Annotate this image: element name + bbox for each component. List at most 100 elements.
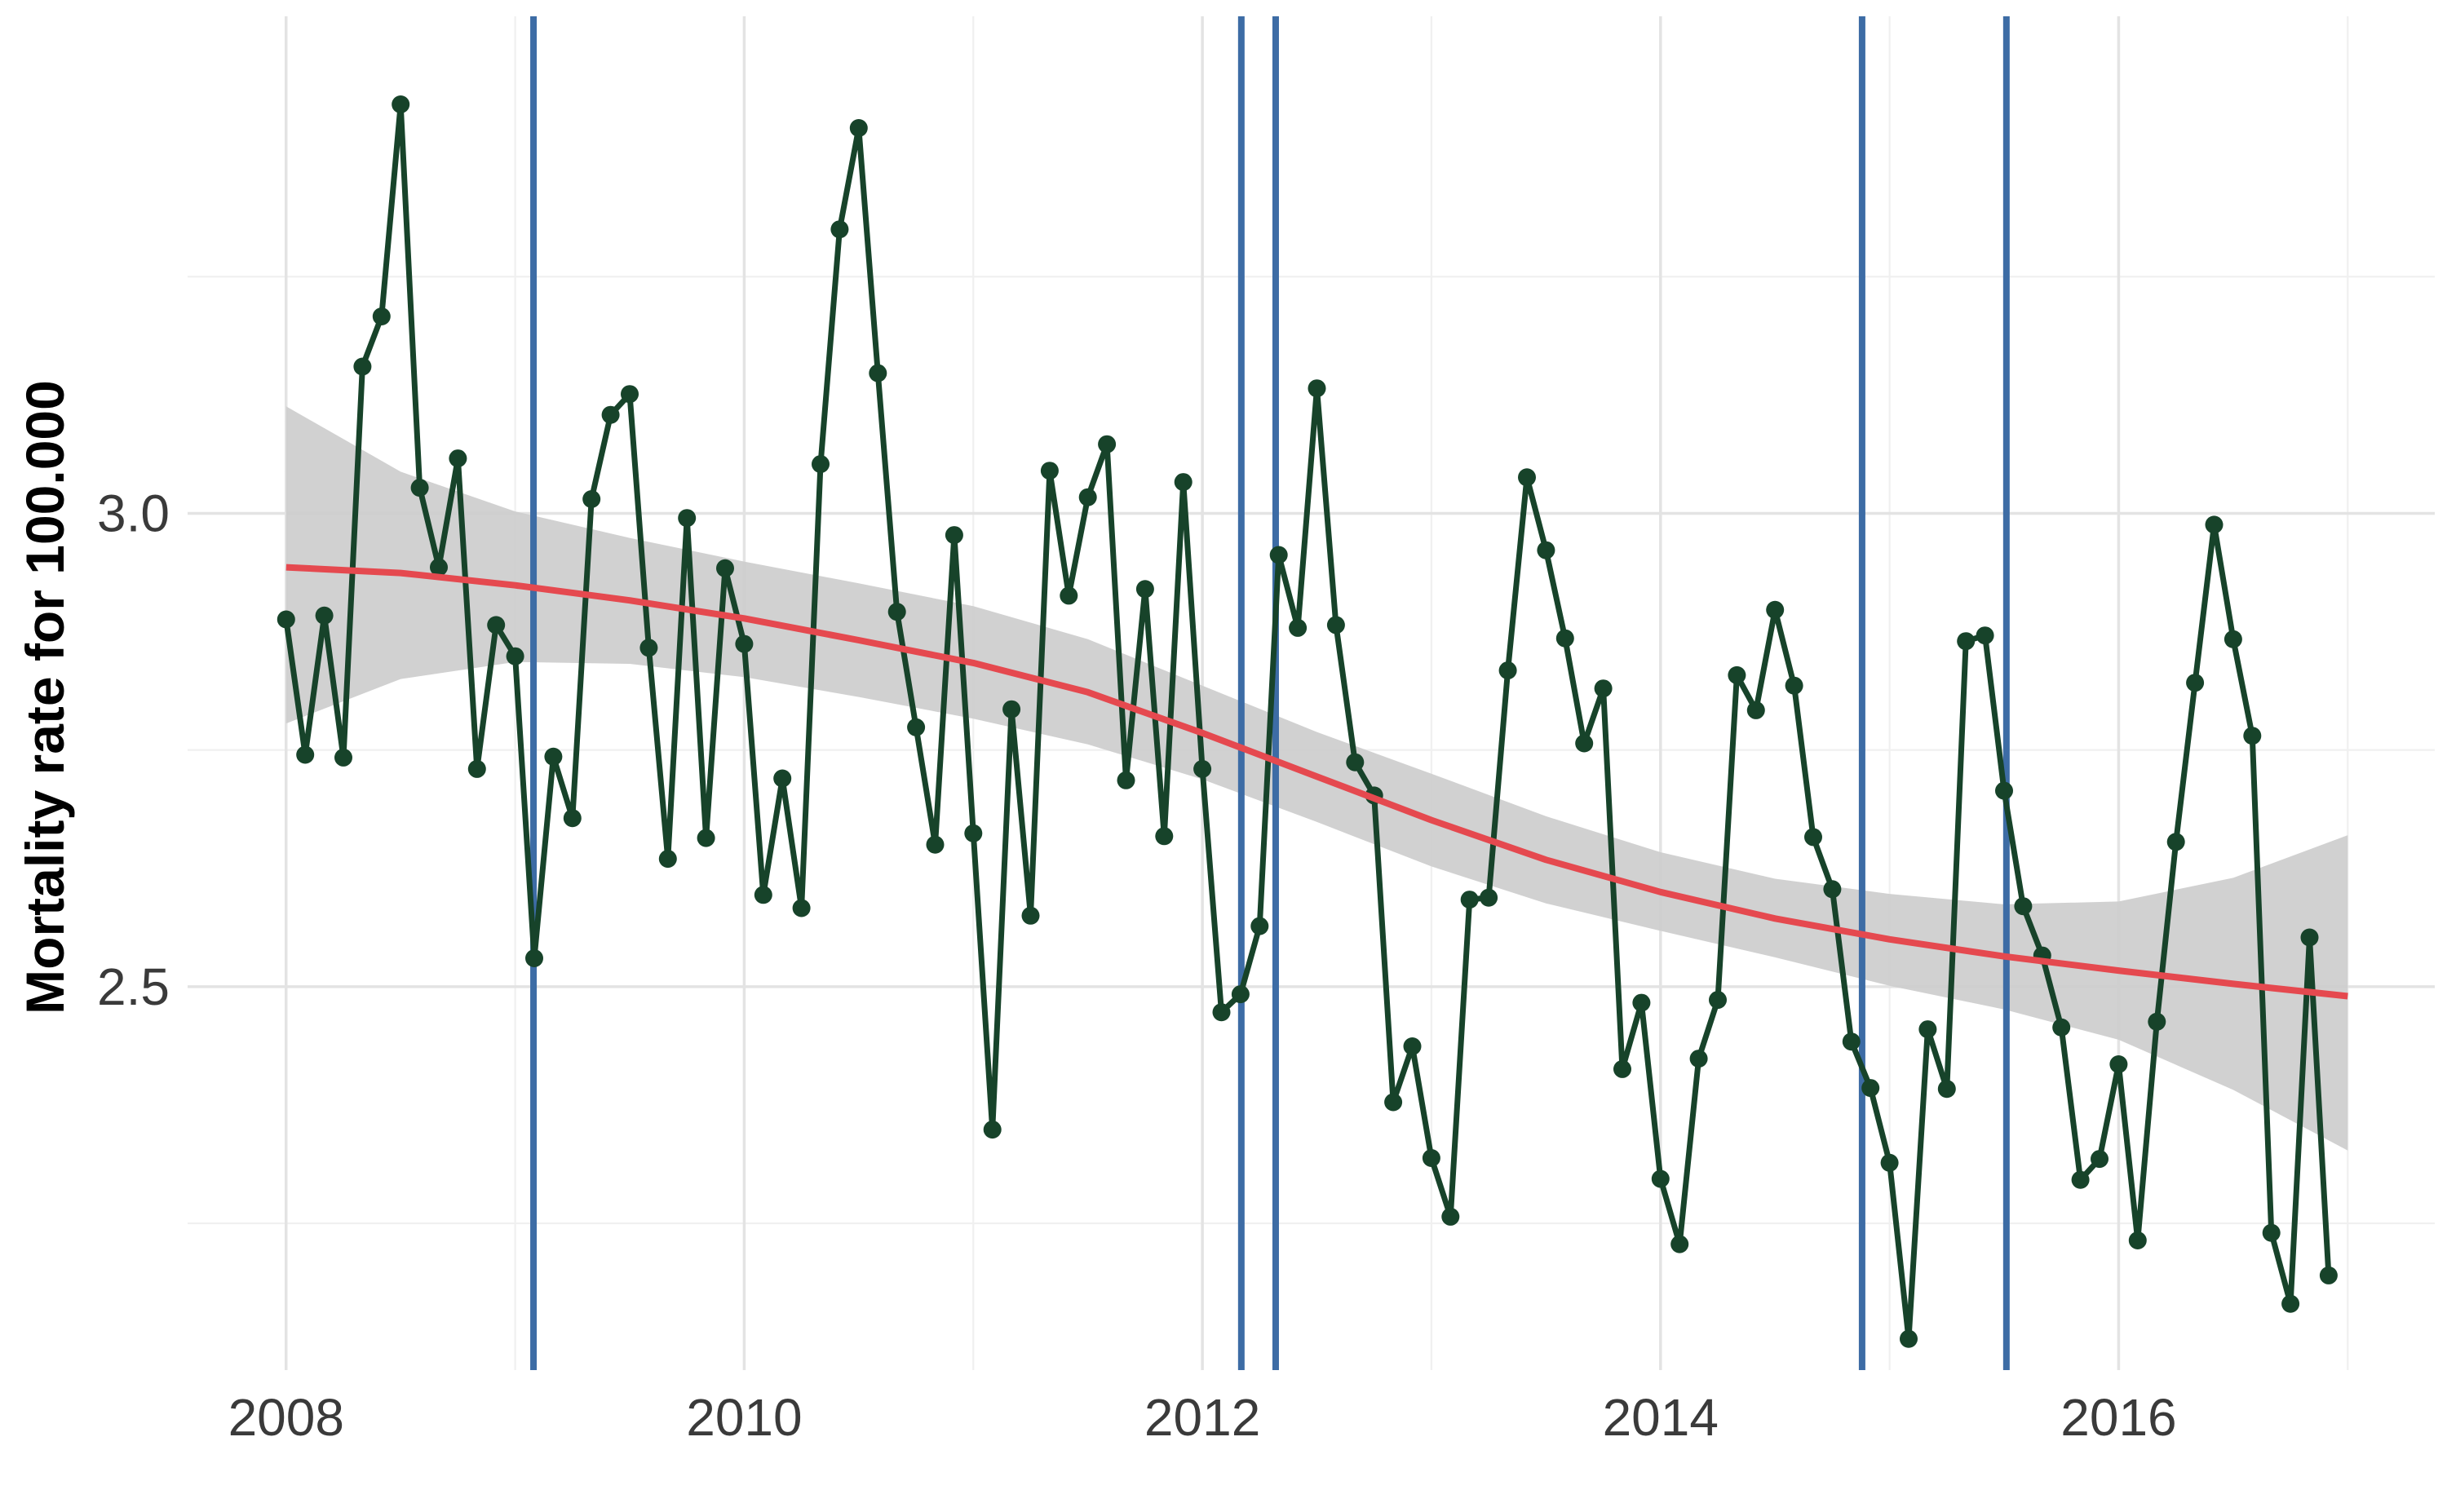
data-point [1308,379,1326,398]
data-point [621,385,639,404]
data-point [1480,888,1498,907]
data-point [1651,1169,1670,1188]
data-point [1289,618,1308,637]
data-point [2014,897,2033,916]
data-point [830,220,849,239]
data-point [430,558,448,577]
data-point [2148,1012,2166,1031]
data-point [1785,676,1803,695]
data-point [1269,546,1288,564]
data-point [1155,827,1174,846]
y-tick-label: 2.5 [97,957,170,1016]
data-point [1537,541,1555,559]
data-point [1098,435,1117,453]
tick-labels: 2008 2010 2012 2014 2016 2.5 3.0 [97,484,2177,1447]
data-point [1594,679,1613,698]
data-point [716,559,734,577]
data-point [2262,1223,2281,1242]
x-tick-label: 2010 [686,1388,802,1447]
data-point [563,809,582,828]
data-point [1460,891,1479,909]
data-point [2205,515,2224,534]
data-point [812,455,830,474]
data-point [1823,880,1842,899]
data-point [639,639,658,657]
data-point [1842,1032,1861,1051]
data-point [1861,1079,1880,1098]
data-point [525,949,543,967]
data-point [964,824,983,842]
data-point [2224,630,2242,648]
data-point [2091,1150,2108,1169]
data-point [315,606,334,625]
data-point [1174,473,1193,492]
data-point [1555,629,1574,648]
data-point [1918,1020,1937,1039]
data-point [1632,993,1651,1012]
data-point [1346,753,1365,771]
data-point [1060,586,1078,605]
data-point [1728,665,1746,684]
data-point [1231,985,1250,1004]
data-point [945,526,963,545]
data-point [1441,1207,1460,1226]
data-point [1078,488,1097,506]
data-point [506,647,524,665]
data-point [1613,1059,1631,1078]
data-point [2300,928,2319,947]
data-point [1957,632,1976,651]
data-point [697,829,715,847]
x-tick-label: 2012 [1144,1388,1260,1447]
data-point [1326,616,1345,634]
data-point [678,509,697,528]
data-point [1709,991,1727,1010]
data-point [2186,674,2205,692]
data-point [2319,1266,2338,1284]
data-point [1976,626,1994,645]
data-point [1937,1080,1956,1099]
data-point [1422,1149,1440,1167]
data-point [2071,1170,2090,1189]
trend-line [285,564,2348,1000]
data-point [487,616,506,634]
data-point [983,1121,1002,1139]
data-point [277,610,295,629]
data-point [1040,462,1059,480]
data-point [1575,734,1594,753]
data-point [792,899,811,917]
x-tick-label: 2008 [228,1388,344,1447]
y-axis-title: Mortality rate for 100.000 [15,380,75,1015]
data-point [1250,917,1269,935]
data-point [1670,1235,1689,1253]
data-point [1498,661,1517,680]
data-point [467,759,486,778]
data-point [2166,833,2185,851]
data-point [2109,1055,2128,1073]
data-point [1117,771,1135,789]
data-point [869,364,887,382]
data-point [392,95,410,113]
data-point [1021,906,1040,925]
data-point [1995,781,2013,800]
data-point [1518,468,1536,487]
series-line [283,101,2332,1342]
data-point [1804,828,1822,847]
data-point [735,634,754,653]
data-point [372,307,391,325]
data-point [926,835,945,854]
data-point [1002,700,1021,718]
data-point [2052,1018,2071,1037]
data-point [1766,600,1785,619]
data-point [2281,1294,2300,1313]
data-point [410,479,429,497]
y-tick-label: 3.0 [97,484,170,542]
data-point [1212,1003,1231,1022]
smooth-trend-line [285,564,2348,1000]
data-point [1746,701,1765,719]
data-point [2243,727,2262,745]
data-point [773,769,792,788]
data-series [277,95,2338,1348]
data-point [1403,1037,1422,1055]
data-point [887,603,906,621]
